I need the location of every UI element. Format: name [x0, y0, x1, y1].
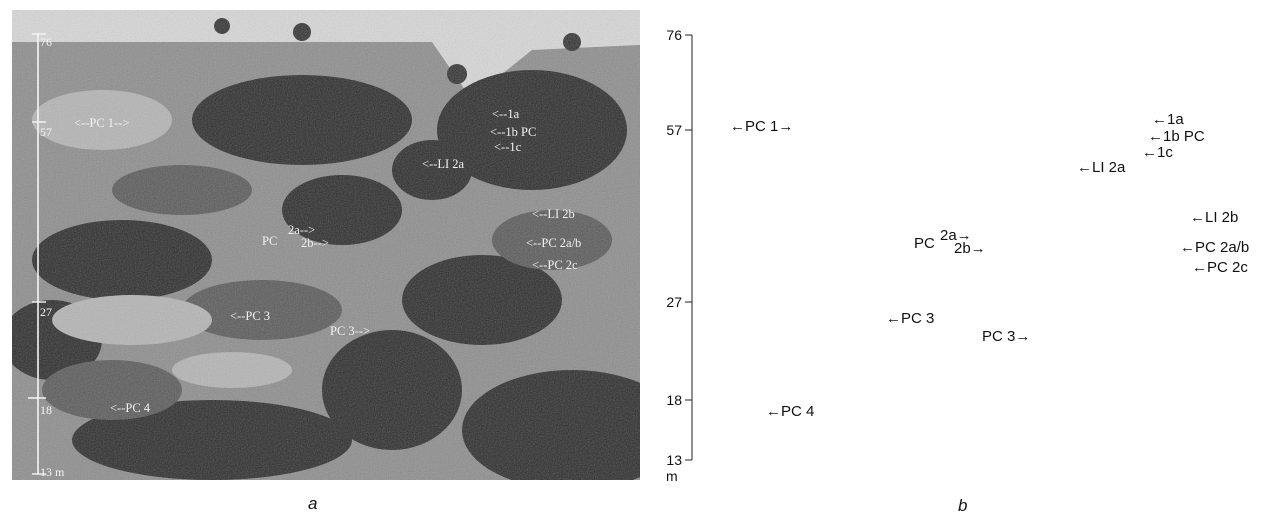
diagram-label-pc3-right: PC 3→ — [982, 328, 1030, 345]
caption-a: a — [308, 494, 318, 513]
diagram-labels: ←PC 1→ ←1a ←1b PC ←1c ←LI 2a ←LI 2b PC 2… — [730, 111, 1249, 420]
photo-label-pc2ab: <--PC 2a/b — [526, 236, 581, 250]
photo-scale-57: 57 — [40, 125, 52, 139]
photo-label-pc4: <--PC 4 — [110, 401, 151, 415]
diagram-label-1b-pc: ←1b PC — [1148, 128, 1205, 145]
photo-scale-13m: 13 m — [40, 465, 65, 479]
photo-label-2b: 2b--> — [301, 236, 329, 250]
diagram-label-pc: PC — [914, 235, 935, 252]
diagram-tick-13: 13 — [666, 452, 682, 468]
outcrop-photo: 76 57 27 18 13 m <--PC 1--> <--1a <--1b … — [12, 10, 640, 480]
diagram-tick-27: 27 — [666, 294, 682, 310]
schematic-diagram: 76 57 27 18 13 m ←PC 1→ ←1a ←1b PC ←1c ←… — [640, 0, 1268, 521]
caption-b: b — [958, 496, 968, 515]
photo-label-pc3-right: PC 3--> — [330, 324, 370, 338]
diagram-label-pc3-left: ←PC 3 — [886, 310, 934, 327]
photo-label-pc: PC — [262, 234, 277, 248]
diagram-label-2b: 2b→ — [954, 240, 986, 257]
photo-label-1a: <--1a — [492, 107, 520, 121]
photo-scale-76: 76 — [40, 35, 52, 49]
photo-label-2a: 2a--> — [288, 223, 315, 237]
photo-label-pc2c: <--PC 2c — [532, 258, 578, 272]
diagram-label-1a: ←1a — [1152, 111, 1184, 128]
photo-label-li2b: <--LI 2b — [532, 207, 575, 221]
diagram-label-pc4: ←PC 4 — [766, 403, 814, 420]
photo-label-pc3-left: <--PC 3 — [230, 309, 270, 323]
photo-scale-27: 27 — [40, 305, 52, 319]
diagram-axis-unit: m — [666, 468, 678, 484]
photo-scale-18: 18 — [40, 403, 52, 417]
photo-label-li2a: <--LI 2a — [422, 157, 465, 171]
diagram-label-1c: ←1c — [1142, 144, 1173, 161]
diagram-label-pc1: ←PC 1→ — [730, 118, 793, 135]
photo-label-pc1: <--PC 1--> — [74, 116, 129, 130]
diagram-axis: 76 57 27 18 13 m — [666, 27, 693, 484]
diagram-tick-57: 57 — [666, 122, 682, 138]
diagram-label-li2b: ←LI 2b — [1190, 209, 1238, 226]
diagram-tick-18: 18 — [666, 392, 682, 408]
photo-labels: <--PC 1--> <--1a <--1b PC <--1c <--LI 2a… — [74, 107, 581, 415]
diagram-tick-76: 76 — [666, 27, 682, 43]
diagram-label-li2a: ←LI 2a — [1077, 159, 1126, 176]
diagram-label-pc2ab: ←PC 2a/b — [1180, 239, 1249, 256]
photo-label-1c: <--1c — [494, 140, 522, 154]
diagram-label-pc2c: ←PC 2c — [1192, 259, 1248, 276]
diagram-label-2a: 2a→ — [940, 227, 972, 244]
photo-grain — [12, 10, 640, 480]
photo-label-1b-pc: <--1b PC — [490, 125, 536, 139]
photo-scale-bar: 76 57 27 18 13 m — [28, 33, 65, 479]
